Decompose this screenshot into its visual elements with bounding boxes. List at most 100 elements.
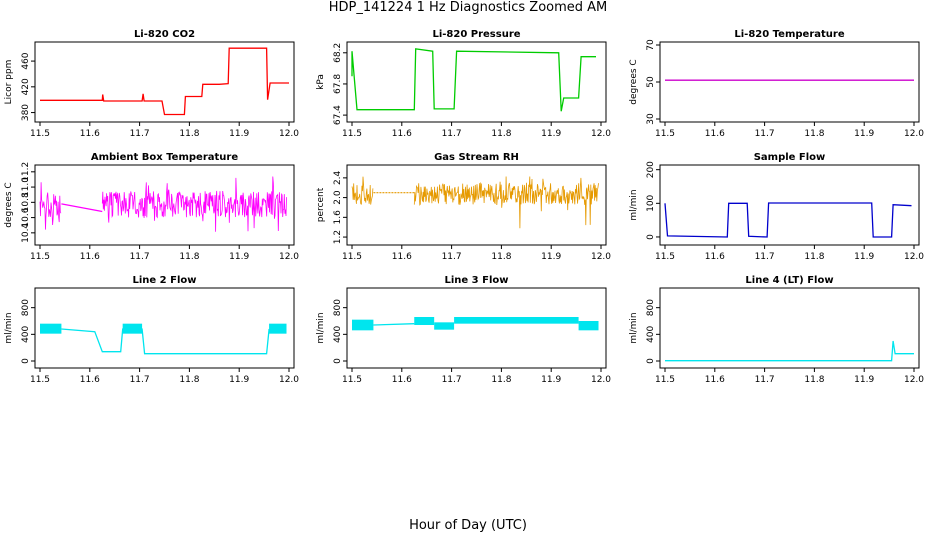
panel-title: Li-820 Temperature (734, 29, 844, 40)
x-tick-label: 11.6 (80, 375, 100, 385)
data-area (352, 317, 599, 331)
x-tick-label: 11.7 (130, 252, 150, 262)
x-tick-label: 11.5 (342, 252, 362, 262)
data-area (40, 323, 287, 355)
y-tick-label: 11.0 (21, 177, 31, 197)
figure-title: HDP_141224 1 Hz Diagnostics Zoomed AM (328, 0, 608, 15)
y-tick-label: 2.4 (333, 170, 343, 185)
x-tick-label: 11.6 (392, 129, 412, 139)
series-noise (413, 176, 599, 229)
x-tick-label: 11.8 (179, 252, 199, 262)
gap-connector (61, 203, 103, 213)
y-tick-label: 0 (646, 358, 656, 364)
panel-5: Gas Stream RH percent 11.5 11.6 11.7 11.8 11.9… (316, 152, 611, 262)
y-axis-label: percent (316, 187, 326, 222)
x-tick-label: 11.5 (30, 129, 50, 139)
plot-frame (346, 164, 607, 246)
series-noise (39, 182, 62, 230)
y-axis-label: degrees C (629, 59, 639, 104)
y-tick-label: 1.2 (333, 230, 343, 244)
panel-3: Li-820 Temperature degrees C 11.5 11.6 11.7 1… (629, 29, 924, 139)
data-area (665, 340, 914, 362)
panel-title: Gas Stream RH (434, 152, 519, 163)
y-tick-label: 400 (21, 325, 31, 342)
x-tick-label: 11.9 (854, 129, 874, 139)
plot-frame (34, 41, 295, 123)
panel-1: Li-820 CO2 Licor ppm 11.5 11.6 11.7 11.8 11.9 1… (4, 29, 299, 139)
plot-frame (34, 287, 295, 369)
y-tick-label: 68.2 (333, 43, 343, 63)
x-tick-label: 11.9 (854, 252, 874, 262)
x-tick-label: 12.0 (591, 252, 611, 262)
y-tick-label: 2.0 (333, 190, 343, 205)
data-area (39, 176, 287, 232)
y-tick-label: 0 (646, 234, 656, 240)
y-axis-label: ml/min (629, 312, 639, 343)
x-tick-label: 12.0 (904, 129, 924, 139)
x-tick-label: 11.8 (491, 375, 511, 385)
x-tick-label: 11.9 (541, 129, 561, 139)
y-tick-label: 30 (646, 113, 656, 125)
plot-frame (659, 41, 920, 123)
x-tick-label: 11.6 (80, 252, 100, 262)
series-line (40, 47, 289, 116)
x-tick-label: 11.5 (655, 252, 675, 262)
y-tick-label: 0 (21, 358, 31, 364)
y-axis-label: ml/min (4, 312, 14, 343)
x-tick-label: 11.6 (80, 129, 100, 139)
y-tick-label: 0 (333, 358, 343, 364)
y-tick-label: 800 (646, 299, 656, 316)
x-tick-label: 11.7 (755, 252, 775, 262)
y-tick-label: 67.8 (333, 74, 343, 94)
y-axis-label: ml/min (629, 189, 639, 220)
y-tick-label: 10.6 (21, 207, 31, 227)
series-noise (101, 176, 287, 232)
x-tick-label: 11.8 (804, 375, 824, 385)
x-tick-label: 12.0 (279, 252, 299, 262)
x-tick-label: 11.7 (755, 129, 775, 139)
x-tick-label: 11.7 (442, 252, 462, 262)
x-tick-label: 12.0 (591, 129, 611, 139)
x-tick-label: 11.6 (392, 375, 412, 385)
panel-2: Li-820 Pressure kPa 11.5 11.6 11.7 11.8 11.9 12… (316, 29, 611, 139)
x-tick-label: 11.8 (804, 129, 824, 139)
panel-title: Ambient Box Temperature (91, 152, 238, 163)
x-tick-label: 12.0 (279, 375, 299, 385)
x-tick-label: 12.0 (279, 129, 299, 139)
series-band (434, 322, 455, 330)
x-tick-label: 12.0 (904, 252, 924, 262)
series-band (352, 319, 374, 331)
x-tick-label: 11.6 (705, 375, 725, 385)
x-tick-label: 11.8 (179, 129, 199, 139)
y-tick-label: 200 (646, 161, 656, 178)
series-band (40, 323, 62, 334)
y-tick-label: 460 (21, 52, 31, 69)
x-tick-label: 11.6 (705, 252, 725, 262)
y-tick-label: 420 (21, 78, 31, 95)
x-tick-label: 11.5 (342, 375, 362, 385)
plot-frame (659, 287, 920, 369)
series-line (664, 202, 912, 238)
plot-frame (346, 287, 607, 369)
x-tick-label: 12.0 (591, 375, 611, 385)
x-tick-label: 11.5 (655, 129, 675, 139)
x-tick-label: 11.8 (179, 375, 199, 385)
x-tick-label: 11.5 (342, 129, 362, 139)
x-axis-title: Hour of Day (UTC) (409, 518, 527, 533)
series-band (578, 321, 599, 331)
panel-title: Li-820 CO2 (134, 29, 195, 40)
y-tick-label: 400 (646, 325, 656, 342)
x-tick-label: 11.9 (854, 375, 874, 385)
series-line (373, 323, 415, 326)
y-tick-label: 100 (646, 194, 656, 211)
x-tick-label: 11.7 (130, 129, 150, 139)
x-tick-label: 11.5 (30, 375, 50, 385)
panel-7: Line 2 Flow ml/min 11.5 11.6 11.7 11.8 11.9 12.… (4, 275, 299, 385)
plot-frame (34, 164, 295, 246)
y-tick-label: 10.4 (21, 223, 31, 243)
x-tick-label: 11.5 (30, 252, 50, 262)
data-area (40, 47, 289, 116)
series-line (61, 328, 270, 355)
x-tick-label: 11.8 (491, 129, 511, 139)
